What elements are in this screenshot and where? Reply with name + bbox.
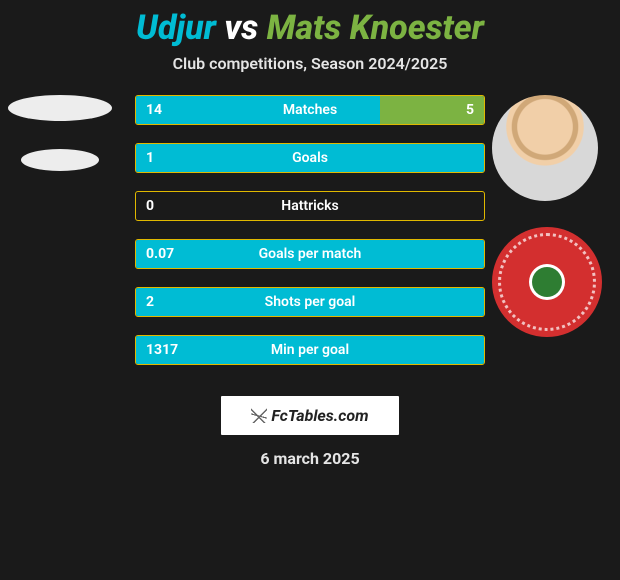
comparison-card: Udjur vs Mats Knoester Club competitions…	[0, 0, 620, 580]
player2-portrait-icon	[492, 95, 598, 201]
stat-label: Shots per goal	[136, 288, 484, 316]
stat-row: 2Shots per goal	[135, 287, 485, 317]
card-title: Udjur vs Mats Knoester	[0, 0, 620, 48]
card-footer: FcTables.com 6 march 2025	[0, 396, 620, 468]
stat-bars: 14Matches5 1Goals 0Hattricks 0.07Goals per …	[135, 95, 485, 383]
player1-club-placeholder-icon	[21, 149, 99, 171]
stat-row: 1317Min per goal	[135, 335, 485, 365]
site-name: FcTables.com	[271, 406, 368, 425]
stat-value-player2: 5	[466, 96, 474, 124]
stat-row: 0.07Goals per match	[135, 239, 485, 269]
stat-row: 0Hattricks	[135, 191, 485, 221]
stat-label: Min per goal	[136, 336, 484, 364]
fctables-logo-icon	[251, 407, 267, 423]
player1-column	[8, 95, 112, 171]
player2-name: Mats Knoester	[267, 8, 484, 48]
player1-name: Udjur	[136, 8, 216, 48]
card-subtitle: Club competitions, Season 2024/2025	[0, 54, 620, 73]
stat-row: 1Goals	[135, 143, 485, 173]
snapshot-date: 6 march 2025	[0, 449, 620, 468]
stat-row: 14Matches5	[135, 95, 485, 125]
stat-label: Hattricks	[136, 192, 484, 220]
vs-text: vs	[224, 8, 258, 48]
stat-label: Matches	[136, 96, 484, 124]
stat-label: Goals	[136, 144, 484, 172]
stat-label: Goals per match	[136, 240, 484, 268]
player2-column	[492, 95, 602, 337]
player1-avatar-placeholder-icon	[8, 95, 112, 121]
player2-club-logo-icon	[492, 227, 602, 337]
site-attribution: FcTables.com	[221, 396, 398, 435]
